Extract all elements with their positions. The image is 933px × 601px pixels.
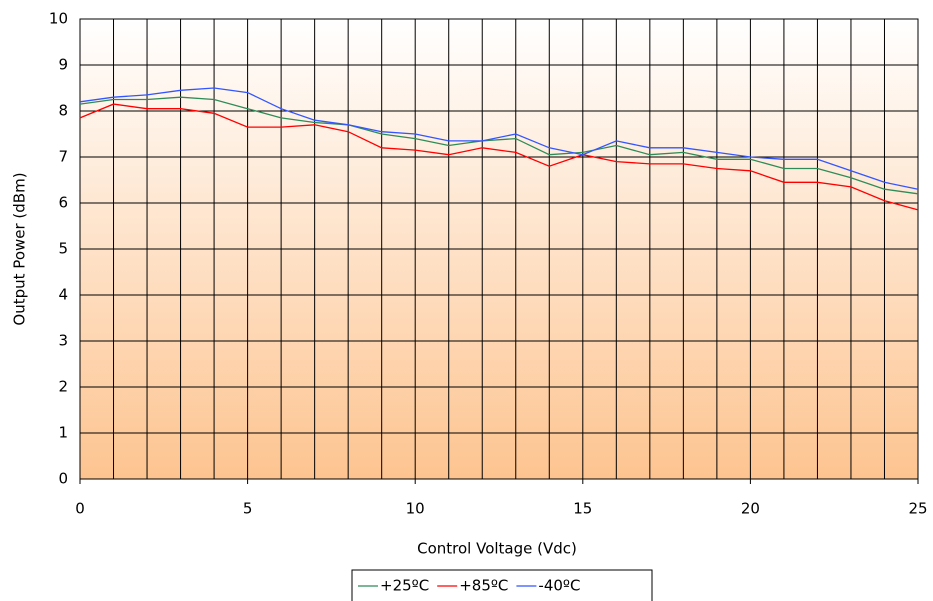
plot-border [79, 18, 919, 480]
y-tick-label: 8 [58, 102, 68, 120]
y-tick-label: 1 [58, 424, 68, 442]
x-tick-label: 5 [243, 500, 253, 518]
legend-label: +85ºC [459, 577, 508, 595]
y-tick-label: 9 [58, 56, 68, 74]
y-tick-label: 10 [49, 10, 68, 28]
x-tick-label: 10 [406, 500, 425, 518]
legend-label: +25ºC [380, 577, 429, 595]
y-tick-label: 7 [58, 148, 68, 166]
x-tick-label: 15 [573, 500, 592, 518]
series-line [79, 96, 919, 195]
y-tick-label: 5 [58, 240, 68, 258]
series-line [79, 103, 919, 211]
series-line [79, 87, 919, 190]
y-axis-label: Output Power (dBm) [11, 172, 29, 325]
legend-label: -40ºC [538, 577, 580, 595]
y-tick-label: 0 [58, 470, 68, 488]
x-axis-label: Control Voltage (Vdc) [417, 540, 577, 558]
x-tick-label: 20 [741, 500, 760, 518]
y-tick-label: 6 [58, 194, 68, 212]
x-tick-label: 25 [908, 500, 927, 518]
y-tick-label: 4 [58, 286, 68, 304]
legend-box [351, 569, 653, 601]
y-tick-label: 3 [58, 332, 68, 350]
y-tick-label: 2 [58, 378, 68, 396]
x-tick-label: 0 [75, 500, 85, 518]
